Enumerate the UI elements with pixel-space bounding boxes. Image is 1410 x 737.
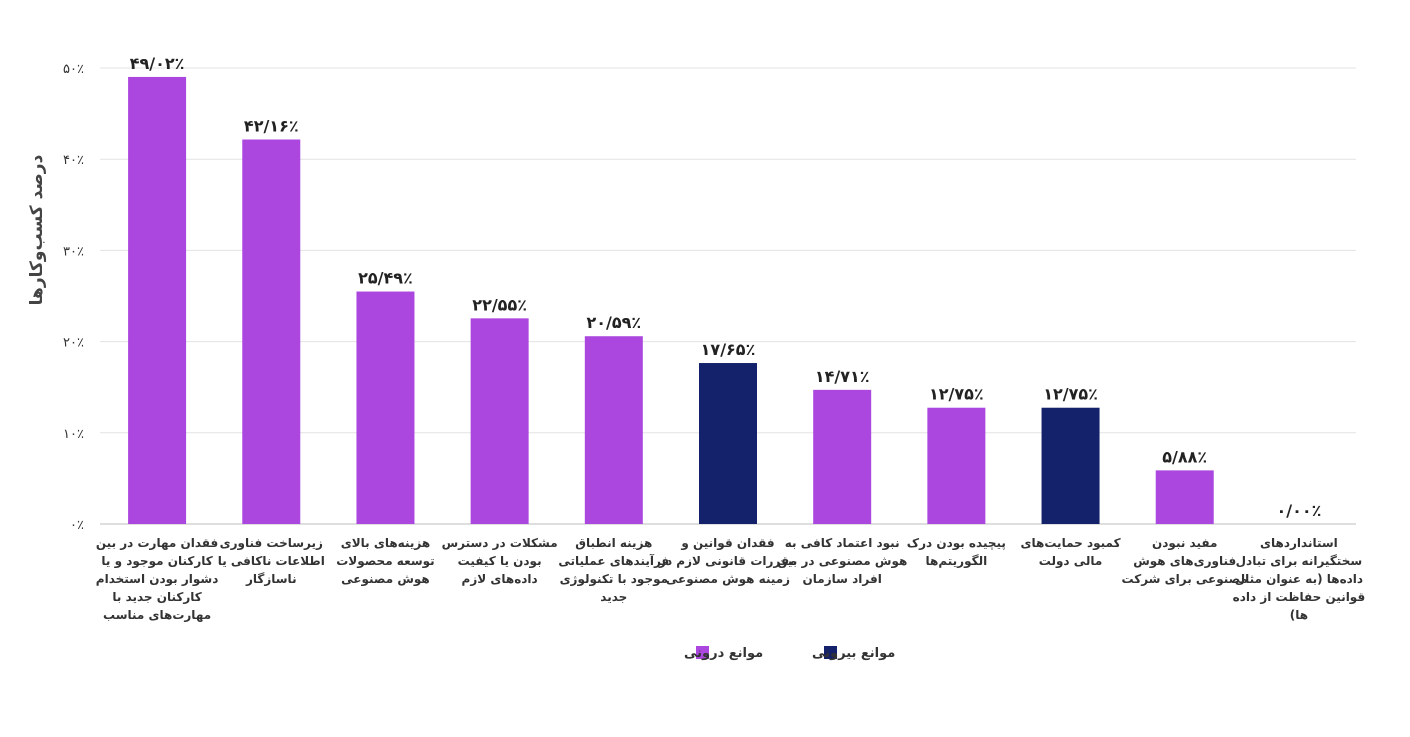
y-tick-label: ۴۰٪ bbox=[63, 153, 84, 168]
data-label: ۱۲/۷۵٪ bbox=[929, 385, 984, 404]
x-tick-label: هزینه‌های بالای توسعه محصولات هوش مصنوعی bbox=[336, 536, 434, 587]
y-tick-label: ۳۰٪ bbox=[63, 244, 84, 259]
y-tick-label: ۰٪ bbox=[70, 518, 84, 533]
bar bbox=[470, 318, 529, 524]
bar bbox=[813, 389, 872, 524]
data-label: ۲۵/۴۹٪ bbox=[358, 269, 413, 288]
data-label: ۴۲/۱۶٪ bbox=[244, 117, 299, 136]
bars bbox=[128, 76, 1214, 525]
x-tick-label: مفید نبودن فناوری‌های هوش مصنوعی برای شرکت bbox=[1122, 536, 1248, 587]
data-label: ۵/۸۸٪ bbox=[1162, 447, 1207, 466]
x-tick-label: نبود اعتماد کافی به هوش مصنوعی در بین افرا… bbox=[777, 536, 907, 586]
data-label: ۱۴/۷۱٪ bbox=[815, 367, 870, 386]
data-label: ۴۹/۰۲٪ bbox=[130, 54, 185, 73]
x-tick-label: فقدان قوانین و مقررات قانونی لازم در زمینه… bbox=[658, 536, 797, 587]
bar bbox=[1041, 407, 1100, 524]
x-tick-label: کمبود حمایت‌های مالی دولت bbox=[1021, 536, 1121, 569]
bar bbox=[699, 363, 757, 524]
legend-label: موانع بیرونی bbox=[812, 646, 895, 661]
x-tick-label: فقدان مهارت در بین کارکنان موجود و یا دشوا… bbox=[96, 536, 219, 622]
data-label: ۲۰/۵۹٪ bbox=[586, 313, 641, 332]
legend-swatch bbox=[696, 646, 709, 659]
y-tick-label: ۵۰٪ bbox=[63, 62, 84, 77]
x-tick-label: مشکلات در دسترس بودن یا کیفیت داده‌های لاز… bbox=[442, 536, 558, 587]
data-labels: ۴۹/۰۲٪ ۴۲/۱۶٪ ۲۵/۴۹٪ ۲۲/۵۵٪ ۲۰/۵۹٪ ۱۷/۶۵٪ ۱۴/۷… bbox=[130, 54, 1322, 520]
x-tick-label: استانداردهای سختگیرانه برای تبادل داده‌ها … bbox=[1233, 536, 1366, 622]
x-tick-label: زیرساخت فناوری اطلاعات ناکافی یا ناسازگار bbox=[218, 536, 325, 586]
y-axis-title: درصد کسب‌وکارها bbox=[27, 154, 47, 305]
data-label: ۱۲/۷۵٪ bbox=[1043, 385, 1098, 404]
x-axis-labels: فقدان مهارت در بین کارکنان موجود و یا دشوا… bbox=[96, 536, 1365, 622]
bar bbox=[584, 336, 643, 524]
bar bbox=[242, 139, 301, 524]
bar bbox=[1155, 470, 1214, 524]
bar bbox=[927, 407, 986, 524]
legend-label: موانع درونی bbox=[684, 646, 763, 661]
legend: موانع درونی موانع بیرونی bbox=[684, 646, 895, 661]
legend-swatch bbox=[824, 646, 837, 659]
bar bbox=[128, 76, 187, 525]
x-tick-label: هزینه انطباق فرآیندهای عملیاتی موجود با تک… bbox=[558, 536, 669, 604]
y-tick-label: ۲۰٪ bbox=[63, 336, 84, 351]
gridlines bbox=[100, 67, 1356, 525]
data-label: ۰/۰۰٪ bbox=[1276, 501, 1321, 520]
x-tick-label: پیچیده بودن درک الگوریتم‌ها bbox=[907, 536, 1006, 569]
bar bbox=[356, 291, 415, 524]
data-label: ۲۲/۵۵٪ bbox=[472, 295, 527, 314]
data-label: ۱۷/۶۵٪ bbox=[701, 340, 756, 359]
y-axis-ticks: ۰٪ ۱۰٪ ۲۰٪ ۳۰٪ ۴۰٪ ۵۰٪ bbox=[63, 62, 84, 533]
y-tick-label: ۱۰٪ bbox=[63, 427, 84, 442]
